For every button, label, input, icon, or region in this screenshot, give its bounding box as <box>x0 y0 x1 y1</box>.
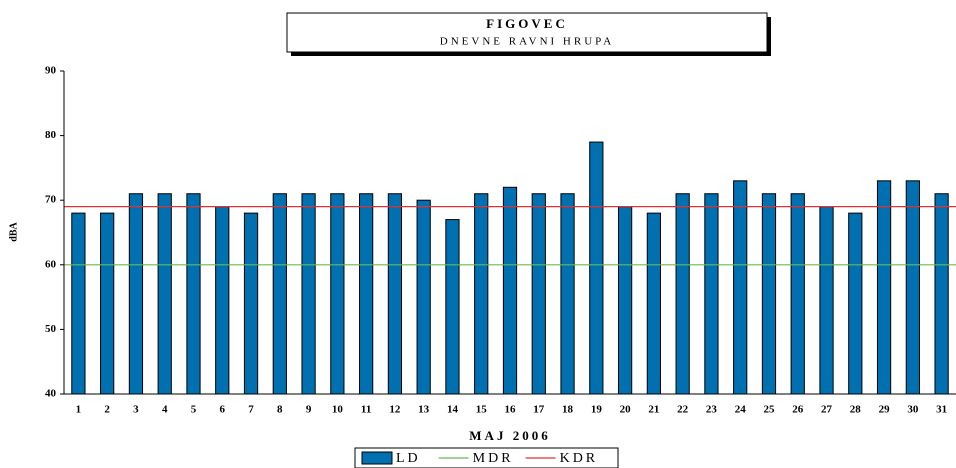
bar <box>100 212 115 395</box>
bar <box>704 193 719 395</box>
x-tick-label: 20 <box>620 404 632 416</box>
x-tick-label: 11 <box>361 404 371 416</box>
x-tick-label: 12 <box>389 404 401 416</box>
x-tick-label: 9 <box>306 404 312 416</box>
y-tick-label: 70 <box>45 194 57 206</box>
bar <box>848 212 863 395</box>
x-tick-label: 27 <box>821 404 833 416</box>
y-tick-label: 60 <box>45 258 57 270</box>
title-box <box>286 12 768 53</box>
bar <box>330 193 345 395</box>
bar <box>157 193 172 395</box>
bar <box>589 141 604 395</box>
bar <box>474 193 489 395</box>
x-tick-label: 1 <box>76 404 82 416</box>
bar <box>934 193 949 395</box>
x-tick-label: 19 <box>591 404 603 416</box>
y-tick-label: 50 <box>45 323 57 335</box>
y-tick-label: 90 <box>45 65 57 77</box>
x-tick-label: 18 <box>562 404 574 416</box>
x-tick-label: 30 <box>907 404 919 416</box>
bar <box>243 212 259 395</box>
legend-label: LD <box>396 451 421 466</box>
bar <box>905 180 920 395</box>
bar <box>301 193 316 395</box>
x-tick-label: 21 <box>648 404 659 416</box>
x-tick-label: 28 <box>850 404 862 416</box>
legend-label: MDR <box>473 451 514 466</box>
bar <box>445 219 460 395</box>
bar <box>272 193 287 395</box>
x-tick-label: 25 <box>763 404 775 416</box>
y-tick-label: 80 <box>45 129 57 141</box>
chart-subtitle: DNEVNE RAVNI HRUPA <box>440 36 614 48</box>
bar <box>128 193 144 395</box>
x-tick-label: 26 <box>792 404 804 416</box>
bar <box>675 193 690 395</box>
bar <box>71 212 86 395</box>
x-tick-label: 31 <box>936 404 947 416</box>
bar <box>876 180 892 395</box>
x-tick-label: 5 <box>191 404 197 416</box>
bar <box>531 193 546 395</box>
bar <box>733 180 748 395</box>
bar <box>646 212 661 395</box>
x-tick-label: 7 <box>248 404 254 416</box>
bar <box>359 193 374 395</box>
y-axis-label: dBA <box>8 221 19 241</box>
bar <box>790 193 805 395</box>
bar <box>387 193 403 395</box>
x-tick-label: 16 <box>505 404 517 416</box>
legend-swatch <box>361 451 393 465</box>
x-tick-label: 24 <box>735 404 747 416</box>
x-tick-label: 2 <box>104 404 110 416</box>
x-tick-label: 29 <box>879 404 891 416</box>
x-tick-label: 4 <box>162 404 168 416</box>
x-tick-label: 8 <box>277 404 283 416</box>
legend-box <box>354 447 619 468</box>
legend-label: KDR <box>560 451 599 466</box>
x-tick-label: 10 <box>332 404 344 416</box>
y-tick-label: 40 <box>45 388 57 400</box>
bar <box>186 193 201 395</box>
x-tick-label: 13 <box>418 404 430 416</box>
x-axis-label: MAJ 2006 <box>469 428 550 443</box>
bar <box>819 206 834 395</box>
chart-title: FIGOVEC <box>486 16 568 31</box>
bar <box>617 206 633 395</box>
x-tick-label: 14 <box>447 404 459 416</box>
bar <box>416 199 431 395</box>
bar <box>502 186 518 395</box>
x-tick-label: 3 <box>133 404 139 416</box>
x-tick-label: 23 <box>706 404 718 416</box>
bar <box>560 193 575 395</box>
bar <box>761 193 777 395</box>
x-tick-label: 22 <box>677 404 689 416</box>
x-tick-label: 6 <box>220 404 226 416</box>
x-tick-label: 15 <box>476 404 488 416</box>
bar <box>215 206 230 395</box>
x-tick-label: 17 <box>533 404 545 416</box>
